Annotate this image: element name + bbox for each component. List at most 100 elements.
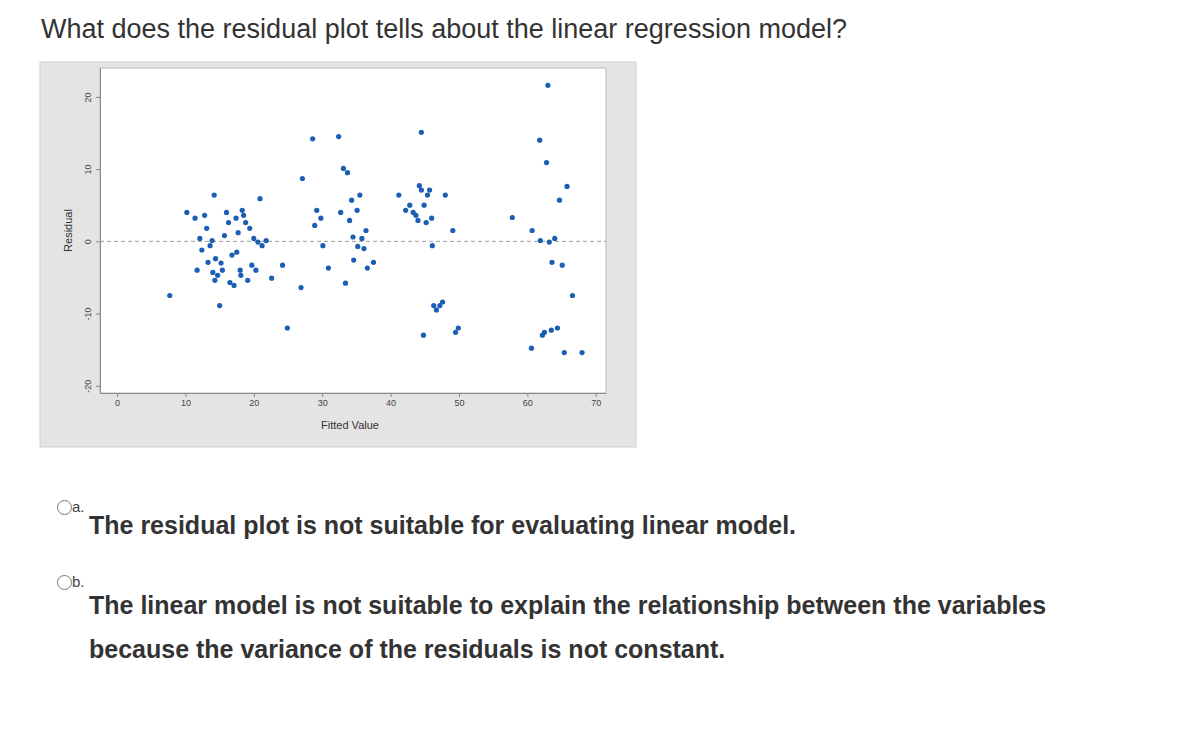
y-tick-mark xyxy=(96,241,100,242)
data-point xyxy=(241,213,246,218)
y-tick-mark xyxy=(96,169,100,170)
data-point xyxy=(549,260,554,265)
x-tick-mark xyxy=(254,393,255,397)
data-point xyxy=(425,193,430,198)
x-tick: 40 xyxy=(386,393,396,408)
data-point xyxy=(224,210,229,215)
y-tick-mark xyxy=(96,386,100,387)
y-tick-label: 10 xyxy=(83,165,93,175)
radio-button[interactable] xyxy=(57,500,72,515)
data-point xyxy=(510,215,515,220)
data-point xyxy=(217,303,222,308)
data-point xyxy=(326,265,331,270)
data-point xyxy=(320,243,325,248)
data-point xyxy=(544,160,549,165)
data-point xyxy=(396,193,401,198)
data-point xyxy=(453,330,458,335)
plot-marks xyxy=(100,83,606,355)
data-point xyxy=(570,293,575,298)
data-point xyxy=(549,328,554,333)
data-point xyxy=(336,134,341,139)
x-tick: 70 xyxy=(591,393,601,408)
y-axis: -20 -10 0 10 20 xyxy=(83,69,101,394)
y-tick-label: 20 xyxy=(83,92,93,102)
data-point xyxy=(210,270,215,275)
data-point xyxy=(371,260,376,265)
data-point xyxy=(345,170,350,175)
y-tick-label: -10 xyxy=(83,308,93,321)
data-point xyxy=(338,210,343,215)
y-tick-label: 0 xyxy=(83,239,93,244)
data-point xyxy=(407,203,412,208)
data-point xyxy=(251,236,256,241)
x-tick-mark xyxy=(185,393,186,397)
x-tick: 10 xyxy=(181,393,191,408)
y-tick: -20 xyxy=(83,380,100,393)
data-point xyxy=(215,273,220,278)
data-point xyxy=(350,234,355,239)
data-point xyxy=(255,239,260,244)
data-point xyxy=(557,198,562,203)
data-point xyxy=(341,166,346,171)
radio-button[interactable] xyxy=(57,575,72,590)
option-text: The linear model is not suitable to expl… xyxy=(89,583,1119,671)
x-tick-mark xyxy=(391,393,392,397)
data-point xyxy=(300,176,305,181)
x-tick-mark xyxy=(596,393,597,397)
data-point xyxy=(529,346,534,351)
data-point xyxy=(431,303,436,308)
data-point xyxy=(545,83,550,88)
data-point xyxy=(564,184,569,189)
y-tick-label: -20 xyxy=(83,380,93,393)
y-tick: 0 xyxy=(83,239,100,244)
data-point xyxy=(226,220,231,225)
data-point xyxy=(359,236,364,241)
data-point xyxy=(213,256,218,261)
data-point xyxy=(547,239,552,244)
data-point xyxy=(555,325,560,330)
data-point xyxy=(285,325,290,330)
data-point xyxy=(443,193,448,198)
data-point xyxy=(355,208,360,213)
x-axis-line xyxy=(101,393,607,394)
data-point xyxy=(238,268,243,273)
x-tick-mark xyxy=(322,393,323,397)
data-point xyxy=(562,350,567,355)
x-tick-label: 40 xyxy=(386,398,396,408)
data-point xyxy=(207,243,212,248)
data-point xyxy=(542,330,547,335)
data-point xyxy=(363,228,368,233)
data-point xyxy=(298,285,303,290)
data-point xyxy=(220,268,225,273)
data-point xyxy=(349,198,354,203)
data-point xyxy=(212,278,217,283)
y-tick: 10 xyxy=(83,165,100,175)
x-tick-label: 70 xyxy=(591,398,601,408)
data-point xyxy=(530,228,535,233)
data-point xyxy=(233,216,238,221)
data-point xyxy=(204,226,209,231)
data-point xyxy=(205,260,210,265)
data-point xyxy=(429,216,434,221)
data-point xyxy=(579,350,584,355)
chart-background xyxy=(40,62,636,447)
option-label: a. xyxy=(72,498,85,515)
data-point xyxy=(312,223,317,228)
data-point xyxy=(456,325,461,330)
data-point xyxy=(351,258,356,263)
data-point xyxy=(537,138,542,143)
plot-area xyxy=(100,68,606,393)
data-point xyxy=(192,216,197,221)
x-tick-label: 60 xyxy=(523,398,533,408)
data-point xyxy=(249,263,254,268)
y-tick: 20 xyxy=(83,92,100,102)
question: What does the residual plot tells about … xyxy=(41,12,1041,46)
data-point xyxy=(357,193,362,198)
data-point xyxy=(450,228,455,233)
data-point xyxy=(365,265,370,270)
x-tick: 0 xyxy=(115,393,120,408)
data-point xyxy=(184,210,189,215)
data-point xyxy=(222,233,227,238)
data-point xyxy=(257,196,262,201)
data-point xyxy=(419,187,424,192)
